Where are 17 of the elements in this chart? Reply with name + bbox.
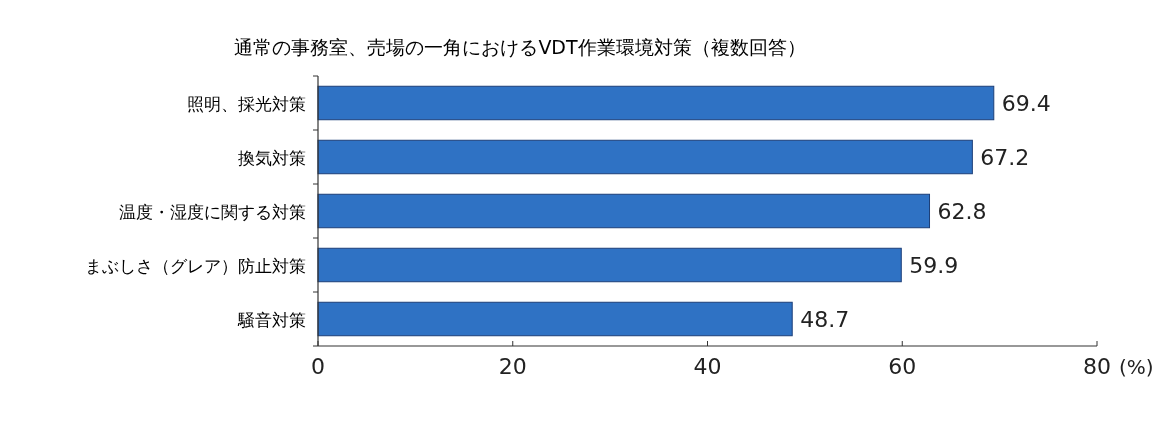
data-label: 69.4 [1001, 91, 1051, 116]
y-tick-label: 温度・湿度に関する対策 [119, 202, 306, 222]
data-label: 48.7 [800, 307, 850, 332]
x-tick-label: 80 [1083, 354, 1111, 379]
x-tick-label: 0 [311, 354, 325, 379]
x-tick-label: 20 [498, 354, 527, 379]
data-label: 62.8 [937, 199, 987, 224]
y-tick-label: 換気対策 [238, 148, 306, 168]
chart-title: 通常の事務室、売場の一角におけるVDT作業環境対策（複数回答） [234, 36, 806, 58]
data-label: 59.9 [909, 253, 959, 278]
x-tick-label: 40 [693, 354, 722, 379]
x-tick-label: 60 [888, 354, 917, 379]
y-tick-label: まぶしさ（グレア）防止対策 [85, 256, 306, 276]
x-axis-title: (%) [1119, 355, 1154, 379]
y-tick-label: 騒音対策 [237, 310, 306, 330]
y-tick-label: 照明、採光対策 [187, 94, 306, 114]
data-label: 67.2 [980, 145, 1030, 170]
